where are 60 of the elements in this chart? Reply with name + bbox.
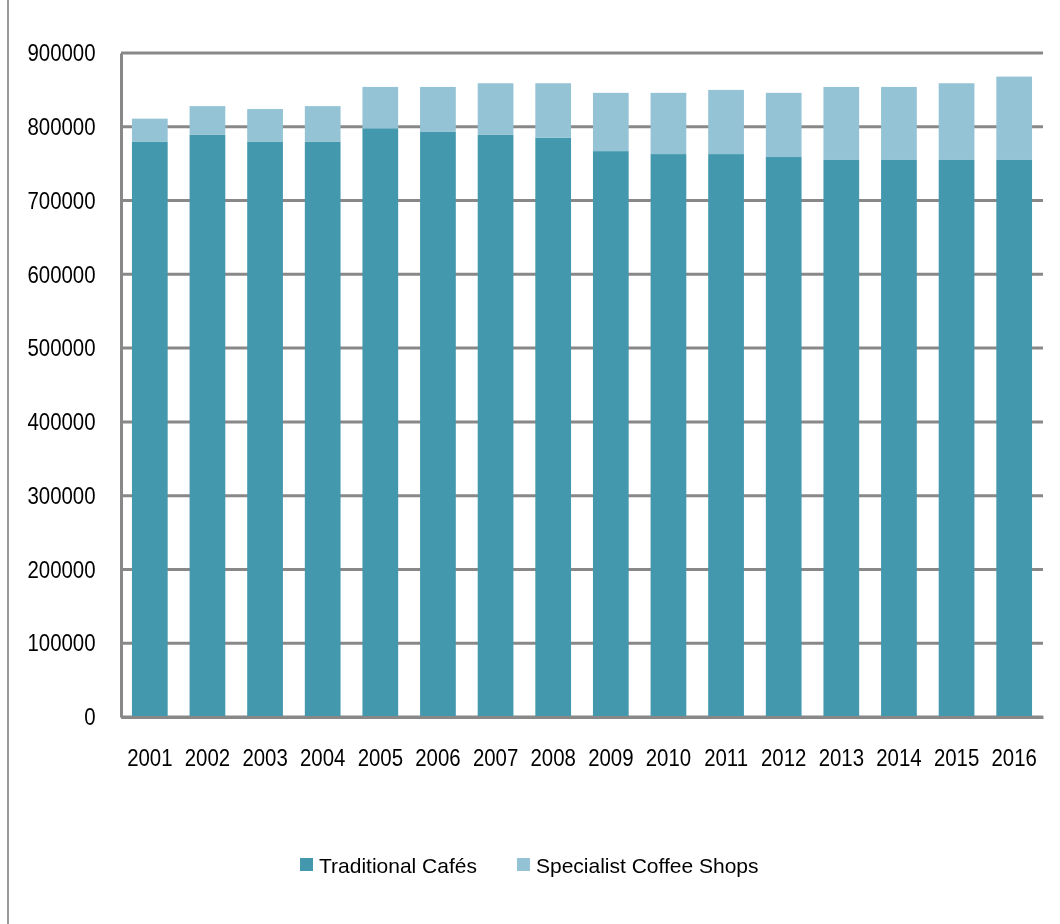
bar <box>592 151 629 717</box>
x-tick-label: 2001 <box>127 744 173 772</box>
bar <box>247 109 283 142</box>
x-tick-label: 2014 <box>876 744 922 772</box>
bar <box>823 159 860 717</box>
bar <box>765 92 802 158</box>
bar <box>592 92 629 152</box>
x-tick-label: 2010 <box>645 744 692 772</box>
bar <box>420 86 456 132</box>
bar <box>304 106 341 142</box>
bar <box>362 86 399 129</box>
bar <box>823 86 860 160</box>
y-tick-label: 200000 <box>27 556 96 584</box>
y-tick-label: 500000 <box>27 334 96 362</box>
bar <box>708 89 744 155</box>
x-tick-label: 2003 <box>242 744 288 772</box>
y-tick-label: 600000 <box>27 260 96 288</box>
bar <box>535 137 572 717</box>
y-tick-label: 100000 <box>27 629 96 657</box>
bar <box>535 83 572 138</box>
bar <box>996 76 1033 160</box>
y-tick-label: 300000 <box>27 482 96 510</box>
y-tick-label: 800000 <box>27 113 96 141</box>
legend-label: Traditional Cafés <box>319 854 477 877</box>
y-tick-label: 0 <box>84 703 96 731</box>
bar <box>765 157 802 717</box>
bar <box>189 106 226 135</box>
x-tick-label: 2009 <box>588 744 634 772</box>
x-tick-label: 2008 <box>530 744 576 772</box>
x-tick-label: 2015 <box>933 744 980 772</box>
legend-label: Specialist Coffee Shops <box>535 854 759 877</box>
bar <box>420 131 456 717</box>
x-tick-label: 2007 <box>472 744 519 772</box>
bar <box>996 159 1033 717</box>
x-tick-label: 2016 <box>991 744 1037 772</box>
x-tick-label: 2012 <box>761 744 807 772</box>
x-tick-label: 2005 <box>357 744 403 772</box>
bar <box>650 92 687 155</box>
bar <box>247 141 283 717</box>
bar <box>650 154 687 717</box>
x-tick-label: 2013 <box>818 744 864 772</box>
x-tick-label: 2006 <box>415 744 461 772</box>
x-tick-label: 2004 <box>300 744 346 772</box>
bar <box>189 134 226 717</box>
bar <box>477 83 514 135</box>
bar <box>131 118 168 142</box>
bar <box>304 141 341 717</box>
bar <box>938 159 975 717</box>
bar <box>938 83 975 160</box>
bar <box>881 159 917 717</box>
y-tick-label: 400000 <box>27 408 96 436</box>
y-tick-label: 700000 <box>27 187 96 215</box>
x-tick-label: 2011 <box>704 744 748 772</box>
bar <box>477 134 514 717</box>
x-tick-label: 2002 <box>184 744 231 772</box>
bar <box>362 128 399 717</box>
bar <box>131 141 168 717</box>
y-tick-label: 900000 <box>27 39 96 67</box>
bar <box>708 154 744 717</box>
bar <box>881 86 917 160</box>
